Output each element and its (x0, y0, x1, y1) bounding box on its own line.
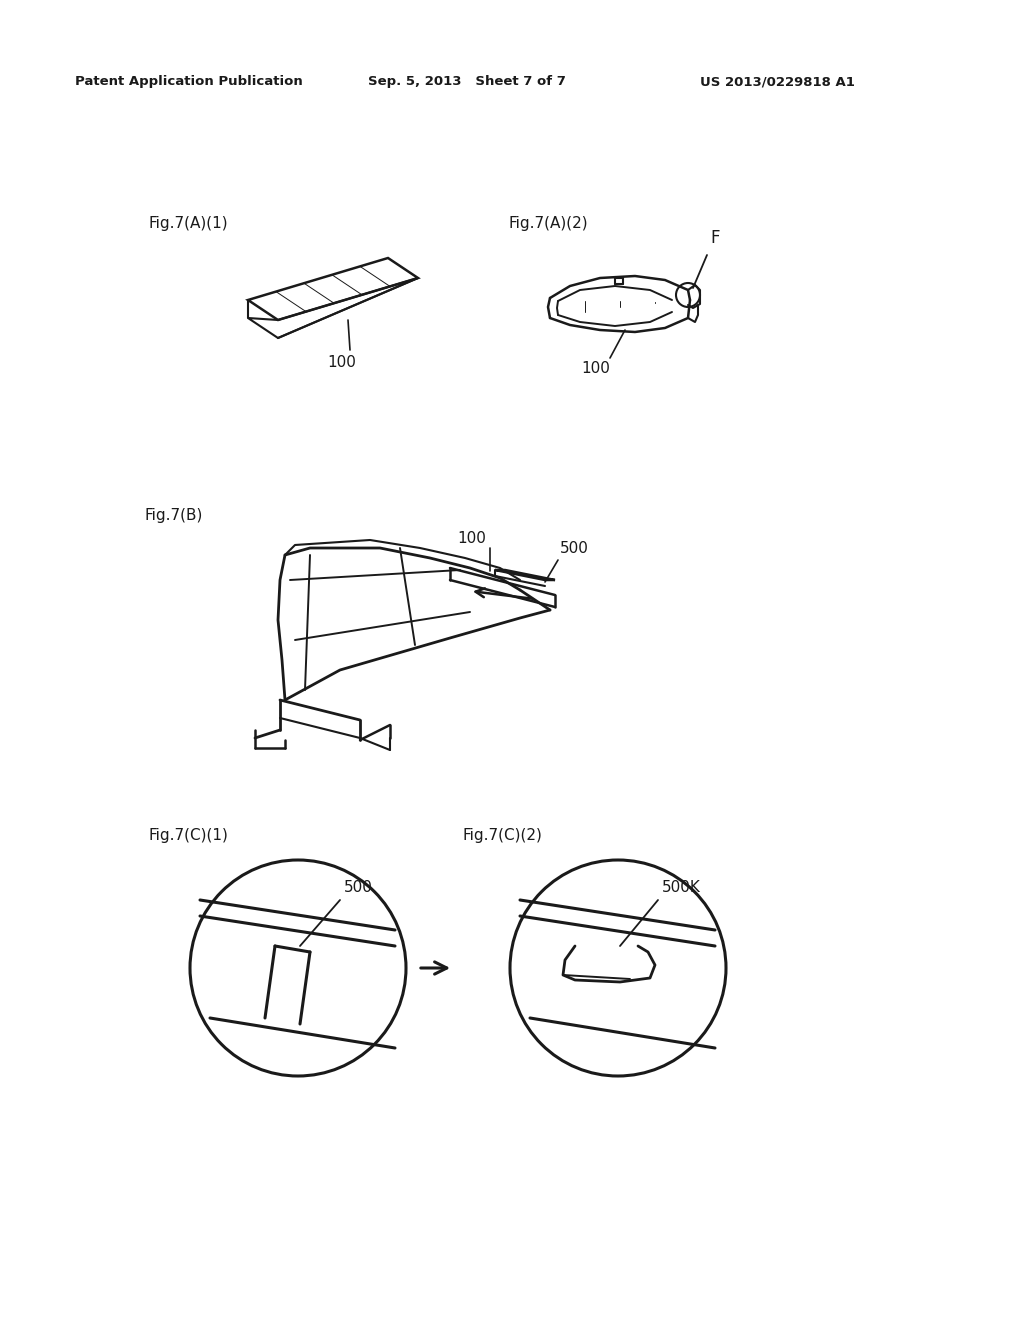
Text: Fig.7(B): Fig.7(B) (145, 508, 204, 523)
Text: F: F (710, 228, 720, 247)
Text: Fig.7(C)(2): Fig.7(C)(2) (462, 828, 542, 843)
Text: Fig.7(A)(2): Fig.7(A)(2) (508, 216, 588, 231)
Text: US 2013/0229818 A1: US 2013/0229818 A1 (700, 75, 855, 88)
Text: 100: 100 (458, 531, 486, 546)
Text: Patent Application Publication: Patent Application Publication (75, 75, 303, 88)
Text: Fig.7(A)(1): Fig.7(A)(1) (148, 216, 227, 231)
Text: 100: 100 (582, 360, 610, 376)
Text: 100: 100 (328, 355, 356, 370)
Text: 500: 500 (560, 541, 589, 556)
Text: Sep. 5, 2013   Sheet 7 of 7: Sep. 5, 2013 Sheet 7 of 7 (368, 75, 566, 88)
Text: Fig.7(C)(1): Fig.7(C)(1) (148, 828, 228, 843)
Text: 500: 500 (344, 880, 373, 895)
Text: 500K: 500K (662, 880, 700, 895)
